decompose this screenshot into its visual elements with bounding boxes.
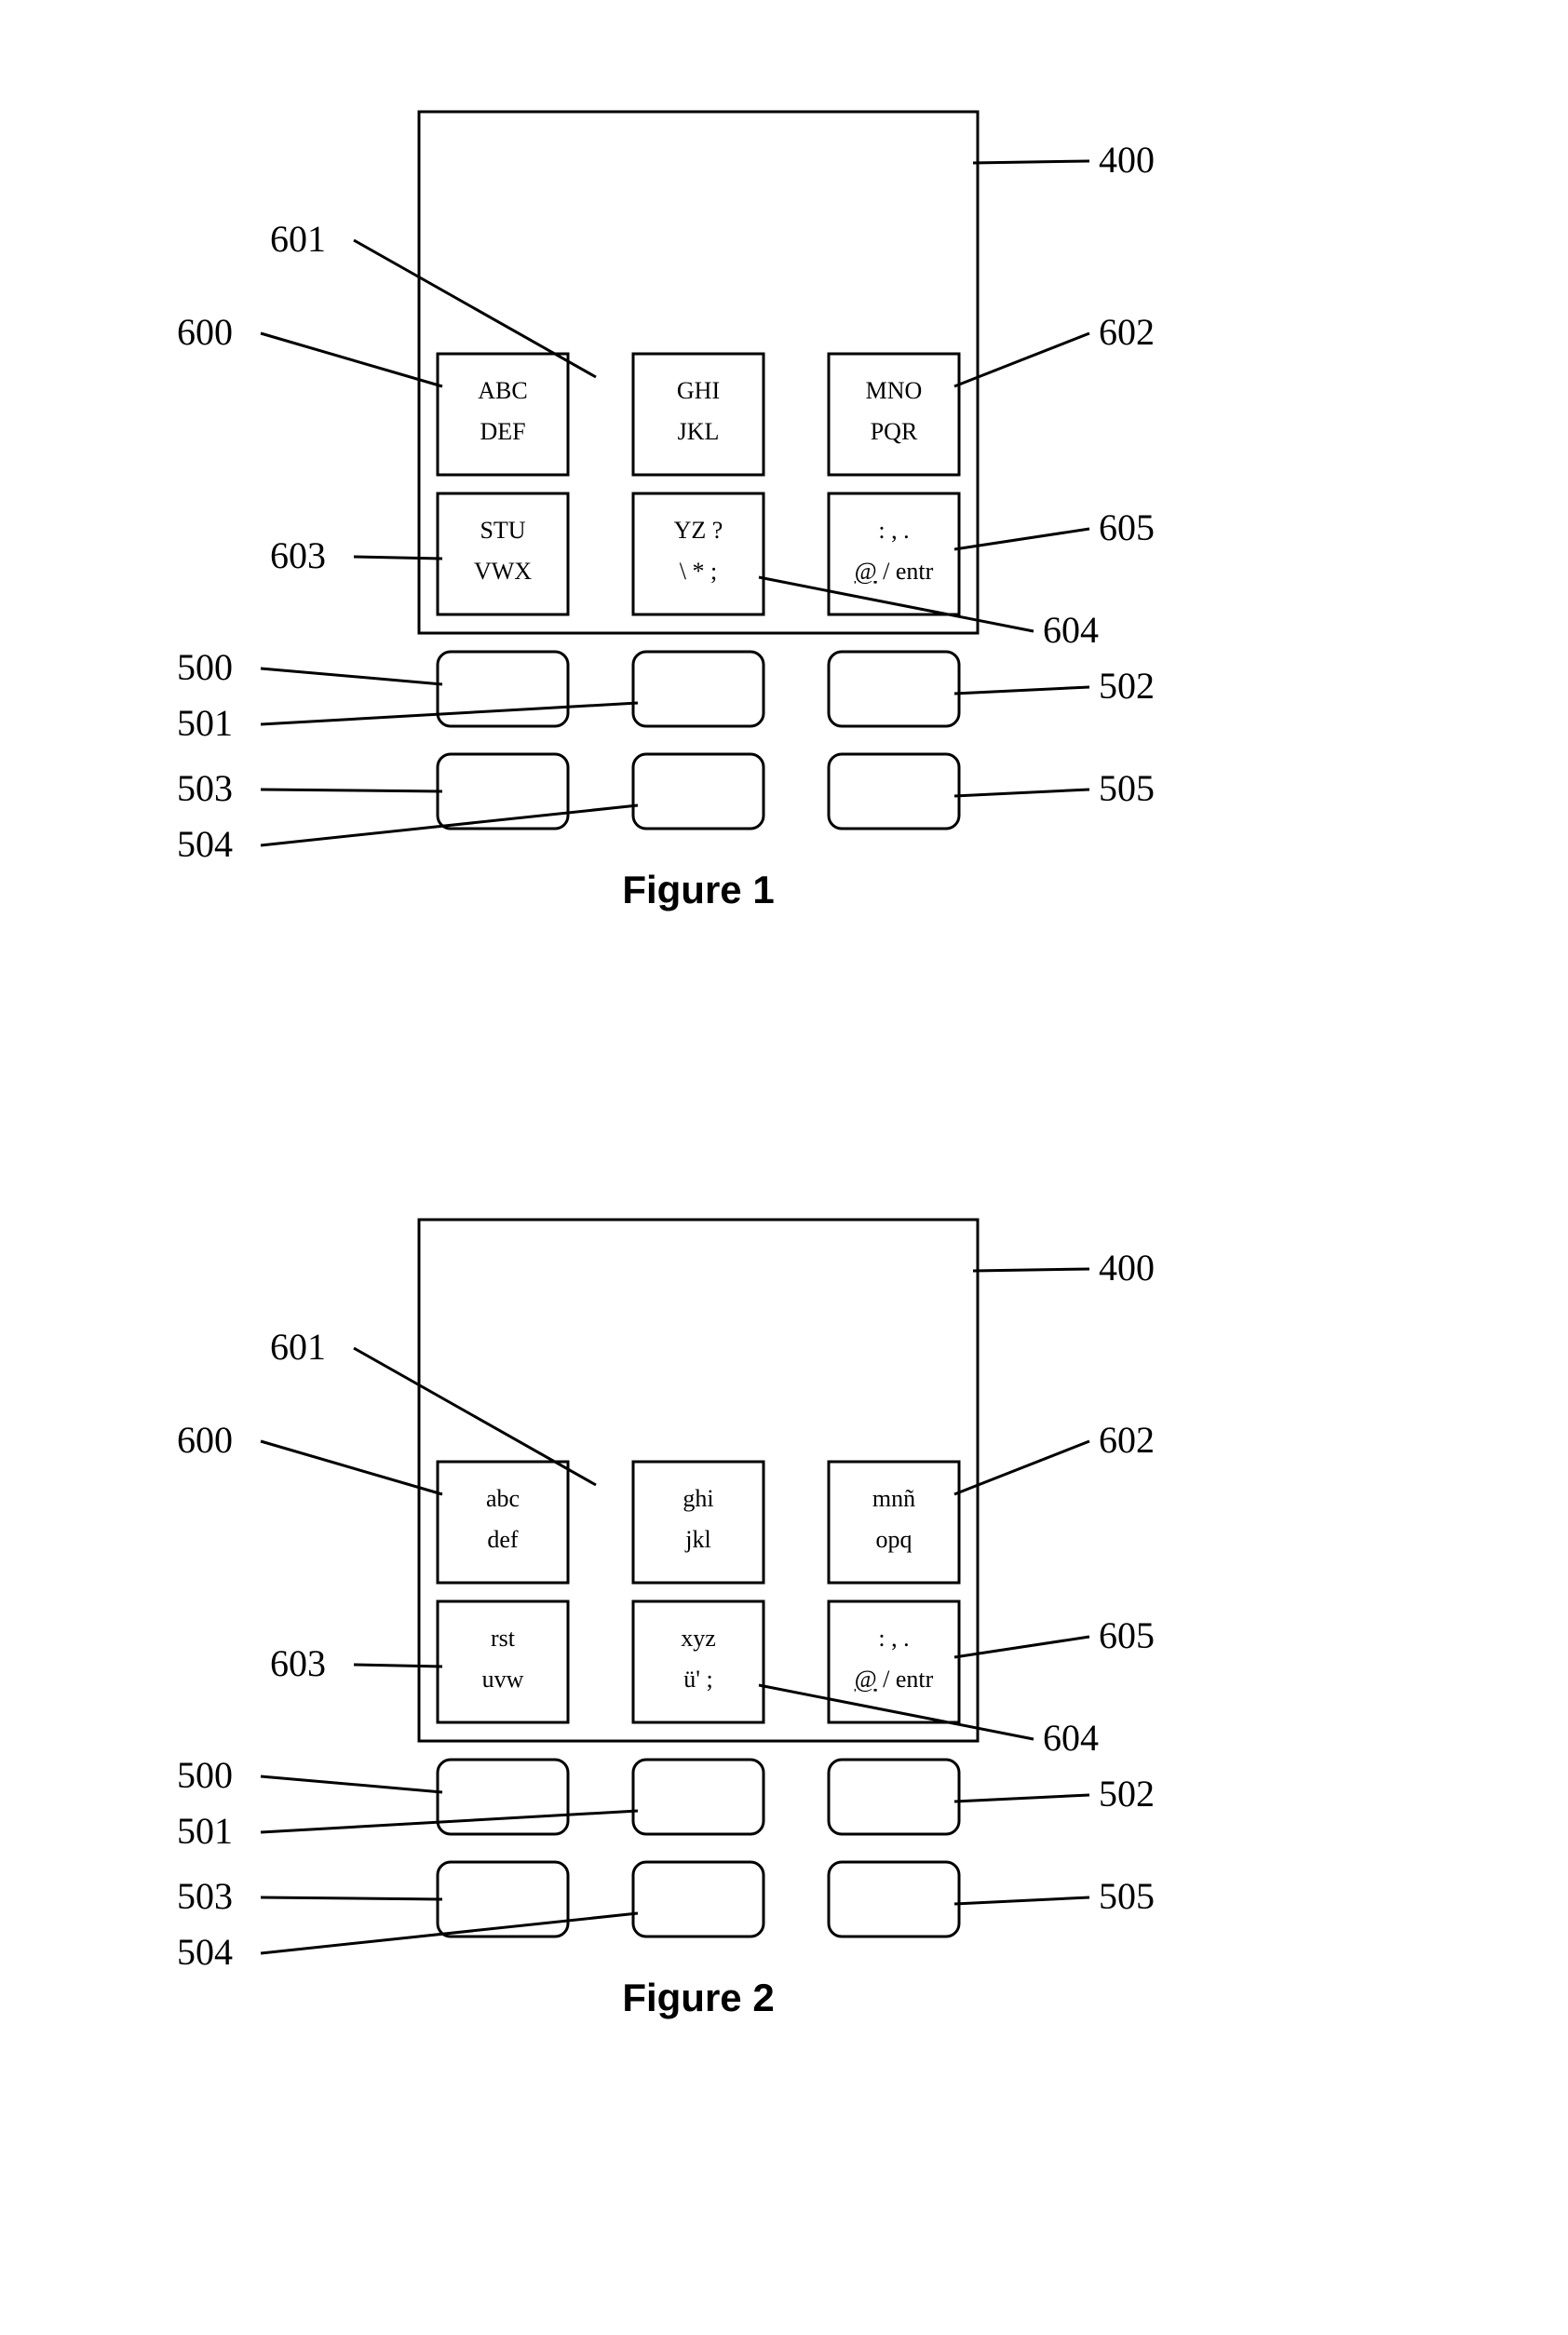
- callout-label: 603: [270, 534, 326, 576]
- key-line1: STU: [480, 517, 525, 544]
- key-line1: MNO: [866, 377, 923, 404]
- callout-label: 605: [1099, 506, 1155, 548]
- key-line2: VWX: [474, 558, 532, 585]
- figure-title: Figure 1: [622, 868, 774, 911]
- callout-label: 500: [177, 1754, 233, 1796]
- key-line2: uvw: [482, 1666, 524, 1693]
- callout-label: 602: [1099, 1419, 1155, 1461]
- key-603[interactable]: rst uvw: [438, 1601, 568, 1722]
- key-line2: ü' ;: [683, 1666, 712, 1693]
- callout-label: 600: [177, 311, 233, 353]
- key-604[interactable]: YZ ? \ * ;: [633, 493, 764, 614]
- callout-label: 600: [177, 1419, 233, 1461]
- key-line2: PQR: [871, 418, 918, 445]
- key-line1: YZ ?: [674, 517, 723, 544]
- key-line1: : , .: [878, 517, 909, 544]
- key-line2: opq: [876, 1526, 912, 1553]
- callout-label: 603: [270, 1642, 326, 1684]
- key-line1: abc: [486, 1485, 520, 1512]
- key-600[interactable]: abc def: [438, 1462, 568, 1583]
- key-line1: rst: [491, 1625, 516, 1652]
- key-line1: : , .: [878, 1625, 909, 1652]
- callout-label: 504: [177, 823, 233, 865]
- callout-label: 502: [1099, 1773, 1155, 1815]
- callout-label: 503: [177, 1875, 233, 1917]
- soft-button-5[interactable]: [829, 1862, 959, 1937]
- soft-button-2[interactable]: [829, 652, 959, 726]
- callout-label: 400: [1099, 1247, 1155, 1289]
- key-603[interactable]: STU VWX: [438, 493, 568, 614]
- callout-label: 500: [177, 646, 233, 688]
- key-601[interactable]: ghi jkl: [633, 1462, 764, 1583]
- callout-label: 601: [270, 1326, 326, 1368]
- key-line2: @ / entr: [855, 558, 934, 585]
- key-line2: JKL: [678, 418, 720, 445]
- callout-label: 604: [1043, 609, 1099, 651]
- callout-label: 501: [177, 1810, 233, 1852]
- patent-diagram: ABC DEF GHI JKL MNO PQR STU VWX YZ ? \ * ; : , . @ …: [0, 0, 1568, 2335]
- soft-button-4[interactable]: [633, 1862, 764, 1937]
- callout-label: 504: [177, 1931, 233, 1973]
- key-line1: ghi: [683, 1485, 713, 1512]
- key-line1: ABC: [478, 377, 527, 404]
- soft-button-0[interactable]: [438, 1760, 568, 1834]
- callout-label: 503: [177, 767, 233, 809]
- callout-label: 502: [1099, 665, 1155, 707]
- soft-button-3[interactable]: [438, 1862, 568, 1937]
- callout-label: 400: [1099, 139, 1155, 181]
- key-line2: def: [487, 1526, 519, 1553]
- callout-label: 505: [1099, 1875, 1155, 1917]
- key-line2: jkl: [684, 1526, 710, 1553]
- callout-label: 605: [1099, 1614, 1155, 1656]
- key-line2: @ / entr: [855, 1666, 934, 1693]
- key-602[interactable]: mnñ opq: [829, 1462, 959, 1583]
- key-602[interactable]: MNO PQR: [829, 354, 959, 475]
- soft-button-4[interactable]: [633, 754, 764, 829]
- soft-button-2[interactable]: [829, 1760, 959, 1834]
- callout-label: 505: [1099, 767, 1155, 809]
- key-line1: mnñ: [872, 1485, 915, 1512]
- soft-button-1[interactable]: [633, 1760, 764, 1834]
- key-605[interactable]: : , . @ / entr: [829, 1601, 959, 1722]
- callout-label: 601: [270, 218, 326, 260]
- key-line2: DEF: [480, 418, 525, 445]
- key-605[interactable]: : , . @ / entr: [829, 493, 959, 614]
- callout-label: 604: [1043, 1717, 1099, 1759]
- callout-label: 602: [1099, 311, 1155, 353]
- callout-label: 501: [177, 702, 233, 744]
- soft-button-5[interactable]: [829, 754, 959, 829]
- soft-button-0[interactable]: [438, 652, 568, 726]
- figure-title: Figure 2: [622, 1976, 774, 2019]
- key-601[interactable]: GHI JKL: [633, 354, 764, 475]
- soft-button-3[interactable]: [438, 754, 568, 829]
- key-line2: \ * ;: [680, 558, 717, 585]
- key-line1: xyz: [681, 1625, 716, 1652]
- soft-button-1[interactable]: [633, 652, 764, 726]
- key-604[interactable]: xyz ü' ;: [633, 1601, 764, 1722]
- key-line1: GHI: [677, 377, 720, 404]
- key-600[interactable]: ABC DEF: [438, 354, 568, 475]
